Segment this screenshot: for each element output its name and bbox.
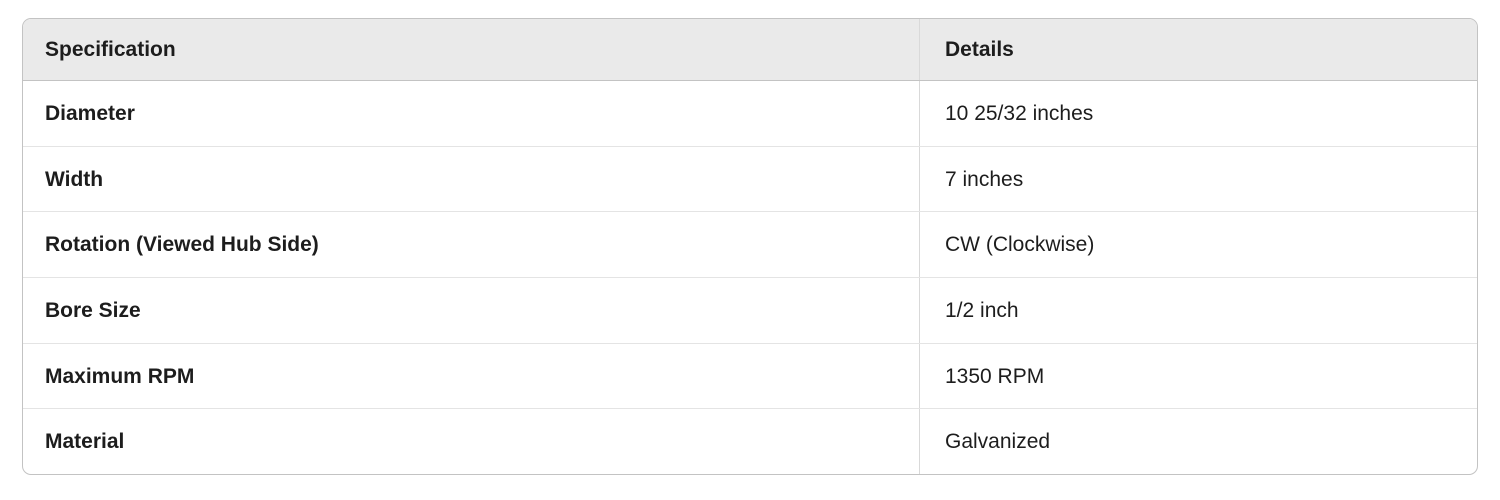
table-row: Material Galvanized: [23, 409, 1477, 474]
spec-cell: Rotation (Viewed Hub Side): [23, 212, 920, 278]
specification-table: Specification Details Diameter 10 25/32 …: [22, 18, 1478, 475]
table-row: Bore Size 1/2 inch: [23, 278, 1477, 344]
detail-cell: CW (Clockwise): [945, 233, 1095, 257]
detail-cell: Galvanized: [945, 430, 1051, 454]
table-row: Diameter 10 25/32 inches: [23, 81, 1477, 147]
spec-cell: Diameter: [23, 81, 920, 146]
detail-cell: 10 25/32 inches: [945, 101, 1094, 125]
table-header-row: Specification Details: [23, 19, 1477, 81]
spec-cell: Bore Size: [23, 278, 920, 343]
column-header-specification: Specification: [23, 19, 920, 80]
spec-cell: Material: [23, 409, 920, 474]
detail-cell: 7 inches: [945, 167, 1024, 191]
table-row: Width 7 inches: [23, 146, 1477, 213]
spec-cell: Maximum RPM: [23, 343, 920, 409]
detail-cell: 1/2 inch: [945, 298, 1019, 322]
table-row: Maximum RPM 1350 RPM: [23, 343, 1477, 410]
table-row: Rotation (Viewed Hub Side) CW (Clockwise…: [23, 212, 1477, 279]
column-header-details: Details: [945, 38, 1014, 61]
detail-cell: 1350 RPM: [945, 364, 1045, 388]
spec-cell: Width: [23, 146, 920, 212]
